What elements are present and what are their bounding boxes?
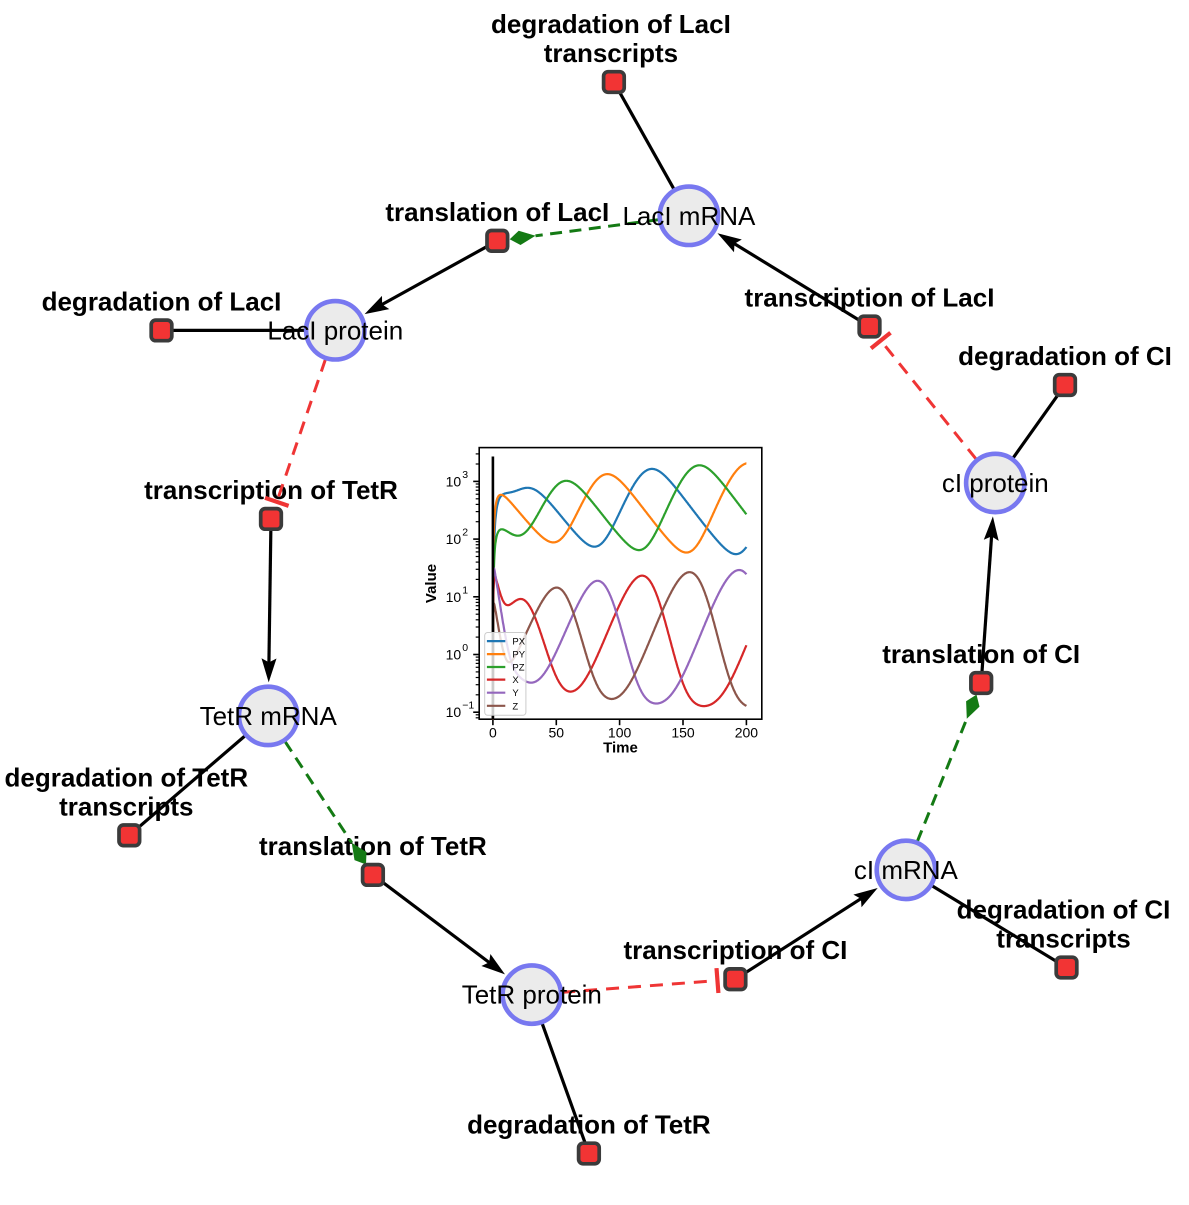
svg-text:100: 100 [608,725,632,741]
svg-text:0: 0 [462,642,468,654]
svg-text:degradation of TetR: degradation of TetR [4,762,248,792]
svg-text:3: 3 [462,469,468,481]
svg-text:degradation of LacI: degradation of LacI [42,286,282,316]
svg-text:50: 50 [549,725,565,741]
svg-text:Value: Value [423,564,440,603]
svg-text:−1: −1 [462,700,474,712]
svg-text:degradation of CI: degradation of CI [958,341,1172,371]
svg-text:X: X [512,675,519,686]
svg-text:transcription of CI: transcription of CI [623,935,847,965]
svg-text:PX: PX [512,637,525,648]
svg-text:10: 10 [446,531,462,547]
svg-text:LacI protein: LacI protein [267,315,403,345]
svg-text:translation of TetR: translation of TetR [259,831,487,861]
svg-text:150: 150 [671,725,695,741]
svg-text:degradation of TetR: degradation of TetR [467,1110,711,1140]
svg-text:10: 10 [446,647,462,663]
svg-text:TetR mRNA: TetR mRNA [200,701,338,731]
svg-text:2: 2 [462,527,468,539]
svg-text:TetR protein: TetR protein [462,980,602,1010]
svg-text:Time: Time [603,740,638,757]
svg-text:1: 1 [462,584,468,596]
svg-text:Y: Y [512,688,519,699]
svg-text:Z: Z [512,701,518,712]
svg-text:cI mRNA: cI mRNA [854,855,959,885]
svg-text:10: 10 [446,589,462,605]
svg-text:10: 10 [446,473,462,489]
svg-text:0: 0 [489,725,497,741]
svg-text:degradation of LacI: degradation of LacI [491,9,731,39]
svg-text:10: 10 [446,704,462,720]
svg-text:PZ: PZ [512,663,524,674]
svg-text:transcripts: transcripts [544,38,678,68]
svg-text:LacI mRNA: LacI mRNA [622,201,756,231]
svg-text:cI protein: cI protein [942,468,1049,498]
svg-text:translation of LacI: translation of LacI [385,197,609,227]
svg-text:PY: PY [512,650,525,661]
svg-text:transcription of LacI: transcription of LacI [745,283,995,313]
svg-text:200: 200 [735,725,759,741]
